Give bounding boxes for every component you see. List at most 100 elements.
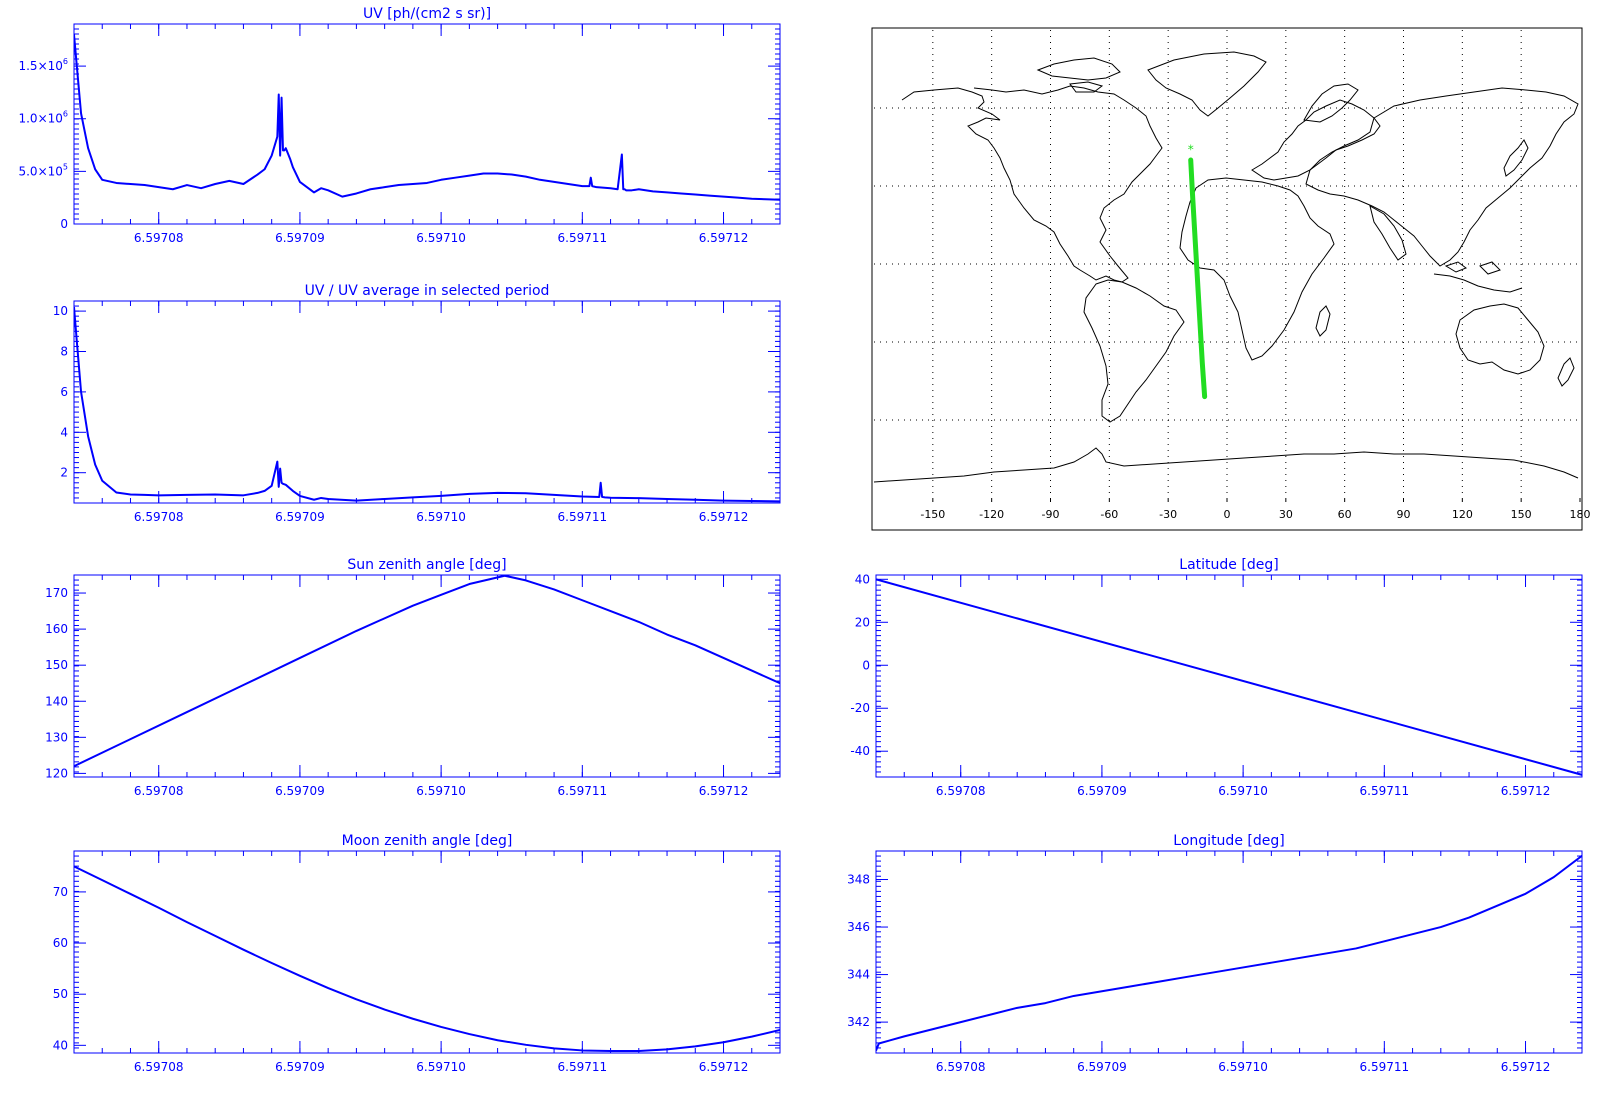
y-tick-label: 150 (45, 658, 68, 672)
map-lon-tick-label: 120 (1452, 508, 1473, 521)
coastlines (873, 51, 1579, 483)
y-tick-label: 1.0×106 (18, 110, 68, 126)
y-tick-label: 70 (53, 885, 68, 899)
mza-chart-title: Moon zenith angle [deg] (342, 833, 513, 849)
y-tick-exponent: 5 (63, 162, 68, 171)
y-tick-label: 20 (855, 615, 870, 629)
south-america-coast (1083, 279, 1185, 423)
y-tick-label: 2 (60, 466, 68, 480)
track-start-marker: * (1188, 143, 1194, 157)
x-tick-label: 6.59711 (1360, 784, 1410, 798)
x-tick-label: 6.59709 (275, 1060, 325, 1074)
x-tick-label: 6.59709 (275, 784, 325, 798)
uvratio-chart: UV / UV average in selected period 6.5970… (53, 283, 781, 524)
x-tick-label: 6.59708 (134, 510, 184, 524)
uv-series-line (74, 34, 780, 201)
japan-coast (1503, 139, 1529, 177)
y-tick-mantissa: 1.5×10 (18, 59, 62, 73)
x-tick-label: 6.59710 (416, 510, 466, 524)
india-coast (1369, 204, 1407, 261)
madagascar-coast (1315, 305, 1331, 337)
map-lon-tick-label: 30 (1279, 508, 1293, 521)
uv-chart-title: UV [ph/(cm2 s sr)] (363, 6, 491, 22)
y-tick-label: 344 (847, 968, 870, 982)
y-tick-label: 5.0×105 (18, 162, 68, 178)
map-plot-area: * -150 -120 -90 -60 -30 0 30 60 90 120 150 180 (873, 30, 1591, 521)
x-tick-label: 6.59712 (699, 510, 749, 524)
y-tick-mantissa: 5.0×10 (18, 164, 62, 178)
y-tick-label: -40 (850, 744, 870, 758)
y-tick-label: 346 (847, 920, 870, 934)
lon-chart-title: Longitude [deg] (1173, 833, 1284, 849)
map-lon-tick-label: 90 (1397, 508, 1411, 521)
uvratio-series-line (74, 306, 780, 503)
x-tick-label: 6.59709 (275, 231, 325, 245)
sza-chart: Sun zenith angle [deg] 6.59708 6.59709 6.59… (45, 557, 781, 798)
y-tick-label: 4 (60, 425, 68, 439)
lat-plot-frame (875, 574, 1583, 778)
antarctica-coast (873, 447, 1579, 483)
x-tick-label: 6.59712 (699, 784, 749, 798)
y-tick-exponent: 6 (63, 57, 68, 66)
x-tick-label: 6.59709 (1077, 784, 1127, 798)
sza-series-line (74, 575, 780, 768)
y-tick-label: 120 (45, 766, 68, 780)
map-lon-tick-label: 60 (1338, 508, 1352, 521)
x-tick-label: 6.59711 (558, 1060, 608, 1074)
y-tick-label: 8 (60, 345, 68, 359)
x-tick-label: 6.59711 (558, 784, 608, 798)
satellite-ground-track (1188, 157, 1208, 400)
map-lon-tick-label: -30 (1159, 508, 1177, 521)
y-tick-label: 6 (60, 385, 68, 399)
x-tick-label: 6.59712 (699, 1060, 749, 1074)
map-lon-tick-label: 180 (1570, 508, 1591, 521)
mza-chart: Moon zenith angle [deg] 6.59708 6.59709 6.5… (53, 833, 781, 1074)
lat-series-line (876, 578, 1582, 776)
lat-chart-title: Latitude [deg] (1179, 557, 1278, 573)
lon-chart: Longitude [deg] 6.59708 6.59709 6.59710 6.59… (847, 833, 1583, 1074)
y-tick-exponent: 6 (63, 110, 68, 119)
x-tick-label: 6.59712 (1501, 1060, 1551, 1074)
x-tick-label: 6.59710 (416, 231, 466, 245)
lon-plot-frame (875, 850, 1583, 1054)
y-tick-label: 342 (847, 1015, 870, 1029)
map-lon-tick-label: -120 (979, 508, 1004, 521)
x-tick-label: 6.59710 (416, 1060, 466, 1074)
x-tick-label: 6.59712 (1501, 784, 1551, 798)
lon-series-line (876, 854, 1582, 1051)
x-tick-label: 6.59710 (1218, 784, 1268, 798)
x-tick-label: 6.59711 (558, 231, 608, 245)
arctic-islands-coast (1036, 57, 1121, 93)
x-tick-label: 6.59708 (134, 784, 184, 798)
indonesia-coast (1433, 261, 1523, 293)
map-lon-tick-label: 0 (1224, 508, 1231, 521)
y-tick-mantissa: 1.0×10 (18, 112, 62, 126)
map-lon-tick-label: 150 (1511, 508, 1532, 521)
x-tick-label: 6.59710 (416, 784, 466, 798)
y-tick-label: 130 (45, 730, 68, 744)
y-tick-label: 170 (45, 586, 68, 600)
asia-coast (1305, 87, 1579, 267)
y-tick-label: 140 (45, 694, 68, 708)
greenland-coast (1147, 51, 1267, 117)
y-tick-label: 40 (855, 572, 870, 586)
sza-plot-frame (73, 574, 781, 778)
x-tick-label: 6.59708 (936, 1060, 986, 1074)
sza-chart-title: Sun zenith angle [deg] (347, 557, 506, 573)
australia-coast (1455, 303, 1545, 375)
y-tick-label: 1.5×106 (18, 57, 68, 73)
y-tick-label: 10 (53, 304, 68, 318)
map-layer: * -150 -120 -90 -60 -30 0 30 60 90 120 150 180 (871, 27, 1591, 531)
x-tick-label: 6.59709 (275, 510, 325, 524)
y-tick-label: 0 (60, 217, 68, 231)
x-tick-label: 6.59709 (1077, 1060, 1127, 1074)
lat-chart: Latitude [deg] 6.59708 6.59709 6.59710 6.597… (850, 557, 1583, 798)
map-lon-tick-label: -150 (920, 508, 945, 521)
uv-chart: UV [ph/(cm2 s sr)] 6.59708 6.59709 6.59710 6… (18, 6, 781, 245)
uv-plot-frame (73, 23, 781, 225)
x-tick-label: 6.59710 (1218, 1060, 1268, 1074)
uvratio-plot-frame (73, 300, 781, 504)
x-tick-label: 6.59708 (134, 1060, 184, 1074)
